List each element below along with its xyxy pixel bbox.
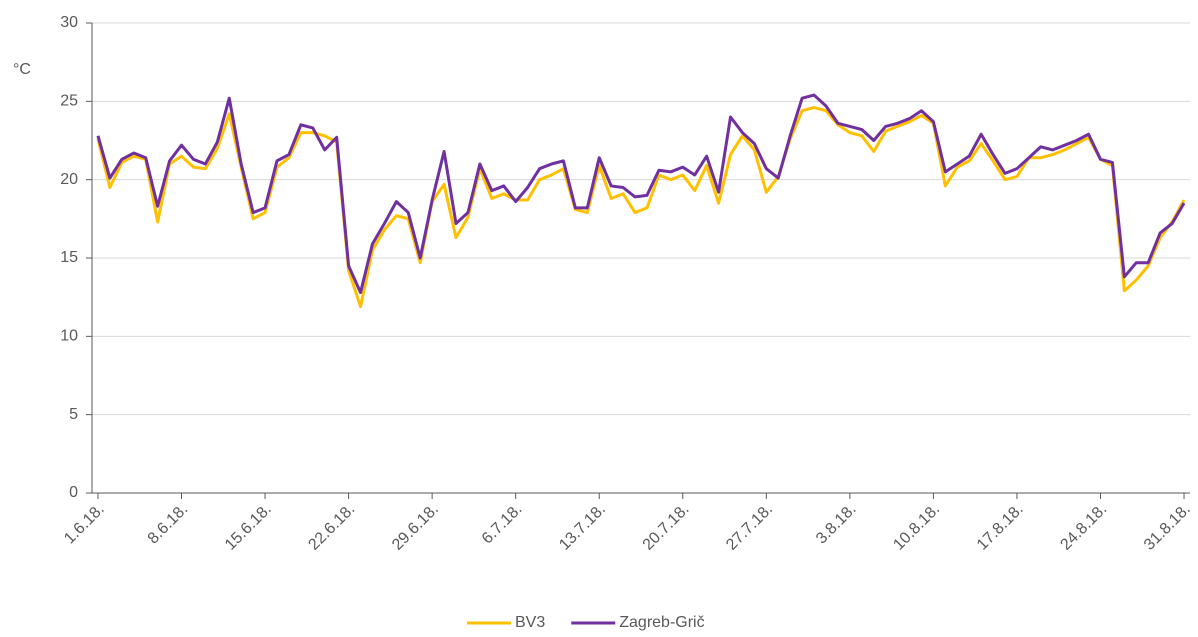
y-tick-label: 20 — [60, 171, 78, 188]
x-tick-label: 15.6.18. — [222, 501, 275, 554]
x-tick-label: 29.6.18. — [389, 501, 442, 554]
x-tick-label: 1.6.18. — [61, 501, 108, 548]
x-tick-label: 17.8.18. — [974, 501, 1027, 554]
x-tick-label: 27.7.18. — [723, 501, 776, 554]
x-tick-label: 13.7.18. — [556, 501, 609, 554]
x-tick-label: 24.8.18. — [1057, 501, 1110, 554]
y-tick-label: 5 — [69, 406, 78, 423]
y-tick-label: 10 — [60, 328, 78, 345]
y-tick-label: 15 — [60, 249, 78, 266]
legend-label: BV3 — [515, 614, 545, 631]
x-tick-label: 6.7.18. — [479, 501, 526, 548]
x-tick-label: 31.8.18. — [1141, 501, 1194, 554]
x-tick-label: 10.8.18. — [890, 501, 943, 554]
y-tick-label: 25 — [60, 93, 78, 110]
x-tick-label: 3.8.18. — [813, 501, 860, 548]
y-tick-label: 30 — [60, 14, 78, 31]
data-line — [96, 106, 1186, 309]
x-tick-label: 22.6.18. — [305, 501, 358, 554]
y-tick-label: 0 — [69, 484, 78, 501]
y-axis-label: °C — [13, 61, 31, 78]
x-tick-label: 8.6.18. — [145, 501, 192, 548]
legend-label: Zagreb-Grič — [619, 614, 704, 631]
x-tick-label: 20.7.18. — [640, 501, 693, 554]
data-line — [96, 93, 1186, 294]
